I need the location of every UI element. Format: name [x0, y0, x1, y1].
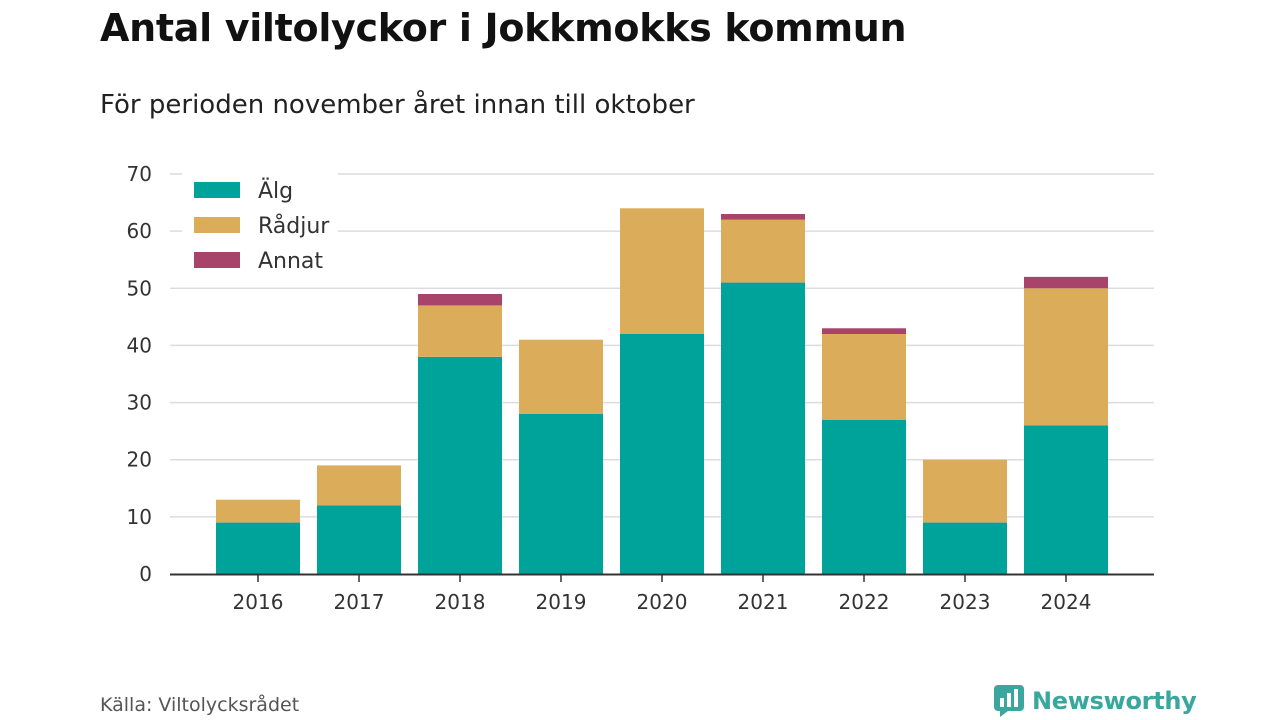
brand[interactable]: Newsworthy: [994, 684, 1197, 718]
x-tick-label: 2017: [334, 590, 385, 614]
legend: Älg Rådjur Annat: [182, 172, 338, 282]
bar-2018-series-1: [418, 305, 502, 357]
bar-2016-series-1: [216, 499, 300, 523]
y-tick-label: 30: [127, 391, 152, 415]
bar-2021-series-2: [721, 214, 805, 220]
bar-2023-series-0: [923, 522, 1007, 574]
bar-2021-series-1: [721, 219, 805, 283]
bar-2022-series-0: [822, 419, 906, 574]
bar-2024-series-1: [1024, 288, 1108, 426]
x-tick-label: 2024: [1041, 590, 1092, 614]
y-tick-label: 70: [127, 162, 152, 186]
legend-label: Älg: [258, 178, 293, 204]
bar-2018-series-2: [418, 294, 502, 306]
bar-2024-series-2: [1024, 276, 1108, 289]
x-tick-label: 2020: [637, 590, 688, 614]
legend-label: Rådjur: [258, 213, 330, 239]
bar-2019-series-1: [519, 339, 603, 414]
bars: [216, 208, 1108, 574]
bar-2022-series-1: [822, 334, 906, 420]
bar-2019-series-0: [519, 414, 603, 574]
x-tick-label: 2016: [233, 590, 284, 614]
legend-swatch: [194, 182, 240, 198]
bar-2022-series-2: [822, 328, 906, 334]
legend-swatch: [194, 217, 240, 233]
chart-title: Antal viltolyckor i Jokkmokks kommun: [100, 6, 907, 50]
x-tick-label: 2018: [435, 590, 486, 614]
bar-2018-series-0: [418, 356, 502, 574]
x-axis-ticks: 2016 2017 2018 2019 2020 2021 2022 2023 2024: [233, 574, 1092, 614]
y-tick-label: 10: [127, 505, 152, 529]
y-axis-tick-labels: 0 10 20 30 40 50 60 70: [127, 162, 152, 586]
y-tick-label: 40: [127, 333, 152, 357]
bar-2016-series-0: [216, 522, 300, 574]
bar-2020-series-1: [620, 208, 704, 334]
y-tick-label: 0: [139, 562, 152, 586]
y-tick-label: 60: [127, 219, 152, 243]
chart-subtitle: För perioden november året innan till ok…: [100, 90, 695, 120]
brand-name: Newsworthy: [1032, 687, 1197, 715]
legend-swatch: [194, 252, 240, 268]
bar-2020-series-0: [620, 334, 704, 574]
source-note: Källa: Viltolycksrådet: [100, 694, 300, 716]
x-tick-label: 2019: [536, 590, 587, 614]
y-tick-label: 20: [127, 448, 152, 472]
x-tick-label: 2021: [738, 590, 789, 614]
bar-2021-series-0: [721, 282, 805, 574]
y-tick-label: 50: [127, 276, 152, 300]
newsworthy-logo-icon: [994, 685, 1024, 717]
bar-2017-series-0: [317, 505, 401, 574]
x-tick-label: 2023: [940, 590, 991, 614]
bar-2017-series-1: [317, 465, 401, 506]
legend-label: Annat: [258, 249, 323, 274]
x-tick-label: 2022: [839, 590, 890, 614]
bar-2023-series-1: [923, 459, 1007, 523]
bar-2024-series-0: [1024, 425, 1108, 574]
